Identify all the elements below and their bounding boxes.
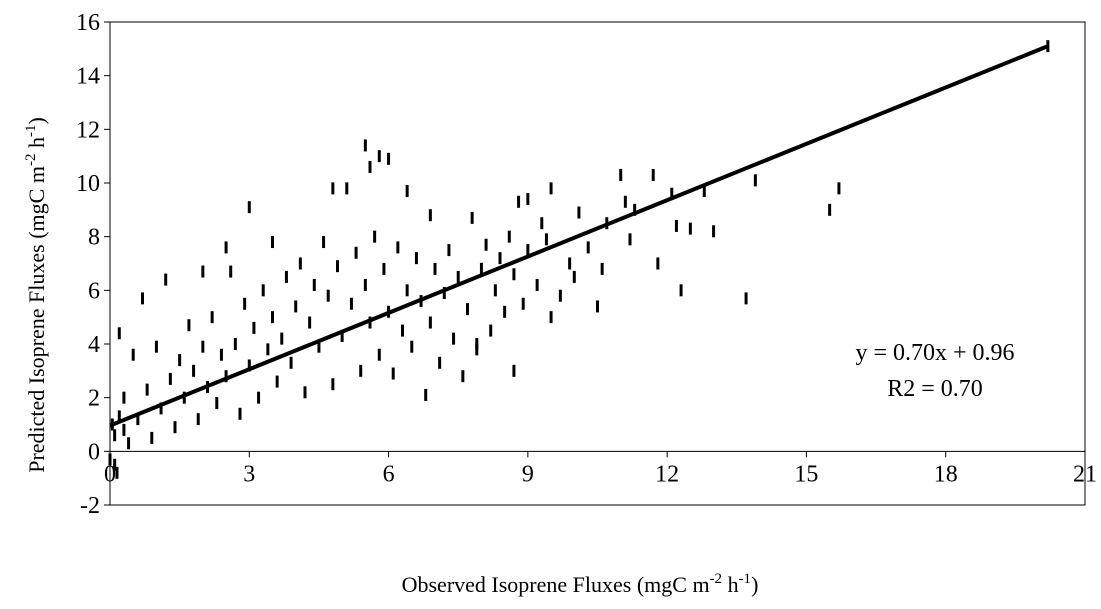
equation-annotation: y = 0.70x + 0.96 (855, 340, 1014, 366)
x-tick-label: 15 (794, 461, 818, 487)
y-tick-label: -2 (80, 493, 100, 519)
x-tick-label: 6 (383, 461, 395, 487)
y-tick-label: 0 (88, 439, 100, 465)
y-tick-label: 10 (76, 171, 100, 197)
y-axis: -2 0 2 4 6 8 10 12 14 16 (76, 10, 110, 519)
y-tick-label: 8 (88, 225, 100, 251)
y-tick-label: 4 (88, 332, 100, 358)
trendline-group (109, 44, 1049, 428)
x-tick-label: 18 (934, 461, 958, 487)
trendline (109, 44, 1049, 428)
x-tick-label: 9 (522, 461, 534, 487)
x-axis: 0 3 6 9 12 15 18 21 (104, 451, 1097, 487)
x-tick-label: 12 (655, 461, 679, 487)
y-tick-label: 12 (76, 117, 100, 143)
r2-annotation: R2 = 0.70 (887, 376, 983, 402)
y-tick-label: 16 (76, 10, 100, 36)
y-tick-label: 2 (88, 386, 100, 412)
plot-area (109, 21, 1086, 506)
y-tick-label: 6 (88, 278, 100, 304)
data-points (108, 40, 1050, 479)
plot-border (109, 21, 1086, 506)
y-axis-title: Predicted Isoprene Fluxes (mgC m-2 h-1) (23, 117, 49, 473)
x-tick-label: 3 (243, 461, 255, 487)
x-tick-label: 0 (104, 461, 116, 487)
x-axis-title: Observed Isoprene Fluxes (mgC m-2 h-1) (402, 571, 759, 597)
x-tick-label: 21 (1073, 461, 1097, 487)
y-tick-label: 14 (76, 64, 100, 90)
